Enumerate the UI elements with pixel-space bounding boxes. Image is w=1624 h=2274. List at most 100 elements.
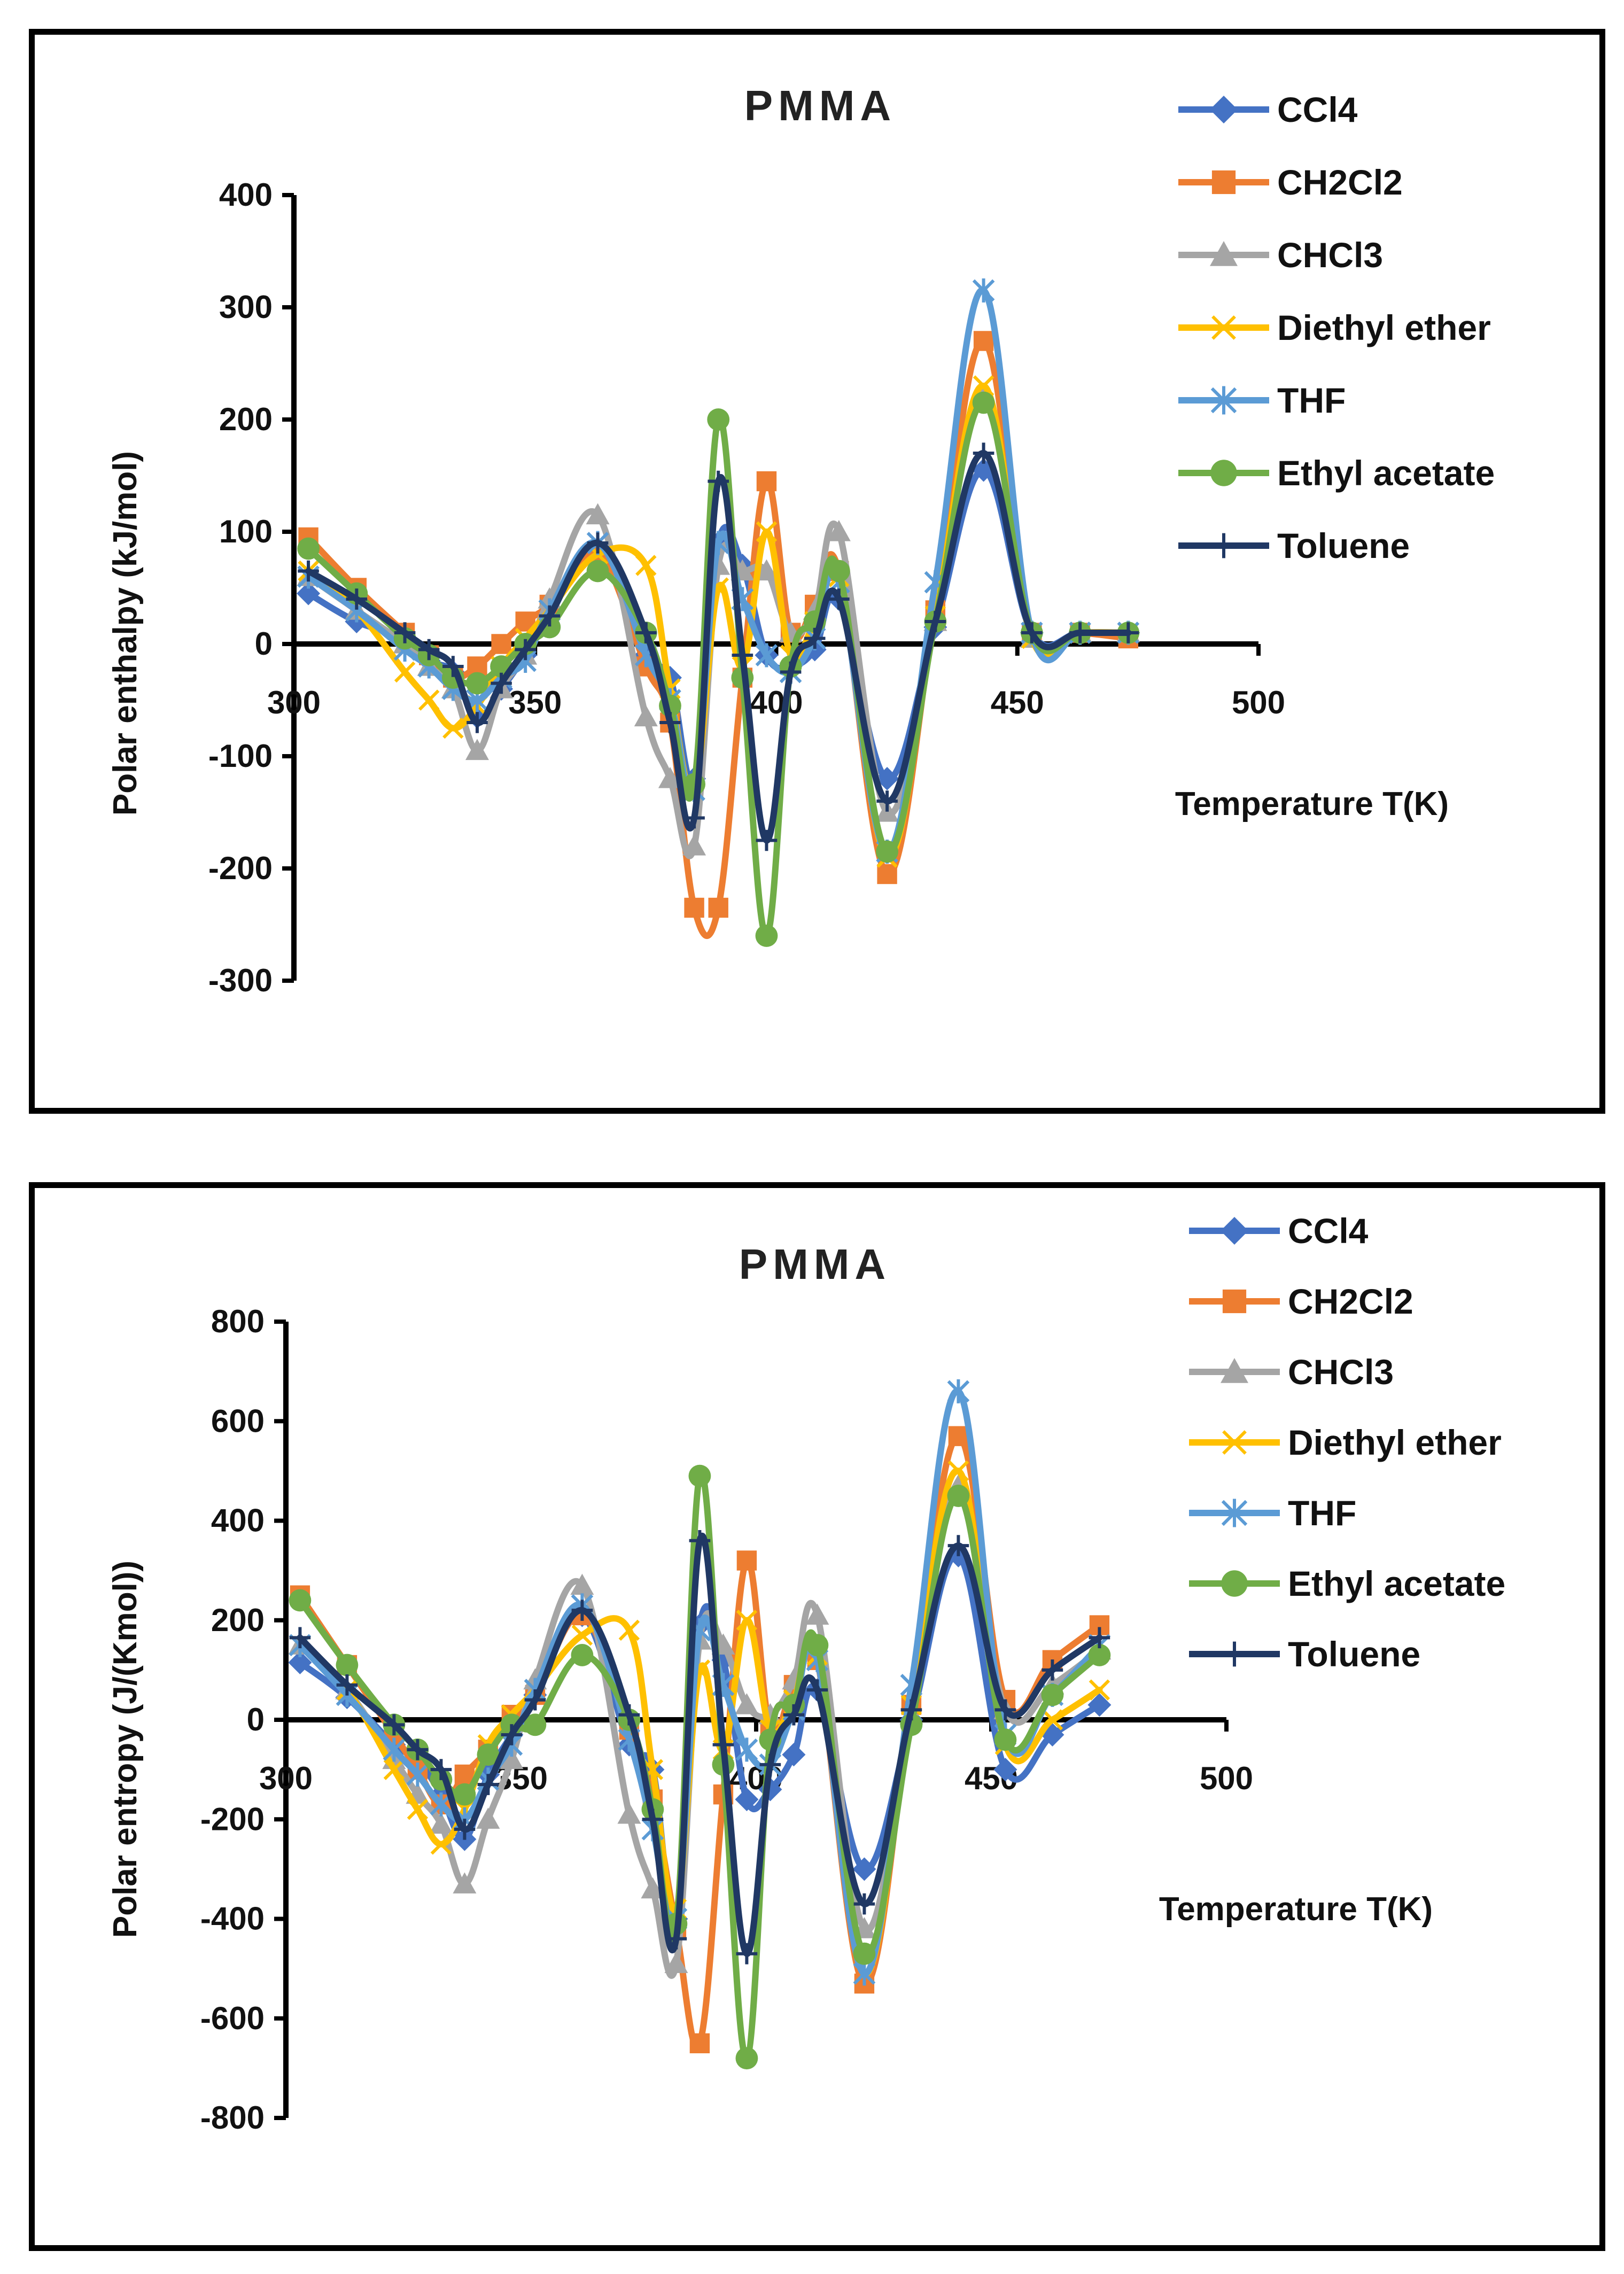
chart-1-point-diethyl-ether xyxy=(418,689,440,711)
chart-2-y-tick-label: -800 xyxy=(200,2100,265,2136)
chart-2-point-toluene xyxy=(642,1809,664,1830)
chart-2-legend-label-diethyl-ether: Diethyl ether xyxy=(1288,1423,1502,1462)
chart-1-point-toluene xyxy=(659,712,681,733)
chart-2-point-ccl4 xyxy=(782,1743,806,1767)
chart-1-point-chcl3 xyxy=(682,834,706,856)
chart-1-point-toluene xyxy=(1117,622,1139,643)
chart-1-legend-marker-chcl3 xyxy=(1210,241,1238,266)
chart-1-point-ccl4 xyxy=(297,581,321,606)
chart-1-point-diethyl-ether xyxy=(442,717,464,739)
chart-1-point-ethyl-acetate xyxy=(876,840,898,863)
chart-2-point-ethyl-acetate xyxy=(571,1644,594,1666)
chart-2-series-toluene xyxy=(289,1530,1110,1965)
chart-2-point-ethyl-acetate xyxy=(806,1634,829,1657)
chart-1-point-chcl3 xyxy=(465,739,489,760)
chart-2-point-chcl3 xyxy=(617,1802,641,1824)
chart-2-legend-marker-ccl4 xyxy=(1221,1217,1248,1245)
chart-2-legend-label-ch2cl2: CH2Cl2 xyxy=(1288,1282,1413,1321)
chart-2-y-tick-label: 400 xyxy=(211,1503,265,1539)
chart-1-legend: CCl4 CH2Cl2 CHCl3 Diethyl ether THF Ethyl ace… xyxy=(1178,90,1495,565)
chart-2-point-diethyl-ether xyxy=(947,1460,969,1482)
enthalpy-chart-panel: PMMA 400 300 200 100 0 -100 -200 -300 300 350 400 45… xyxy=(29,29,1605,1114)
chart-2-point-diethyl-ether xyxy=(1089,1679,1110,1701)
chart-1-y-tick-label: -100 xyxy=(208,738,273,774)
chart-2-point-toluene xyxy=(736,1943,758,1965)
chart-1-point-chcl3 xyxy=(658,767,682,788)
chart-2-point-thf xyxy=(383,1737,406,1762)
chart-2-point-toluene xyxy=(947,1535,969,1556)
chart-1-point-diethyl-ether xyxy=(973,375,994,397)
chart-2-point-ethyl-acetate xyxy=(1088,1644,1111,1666)
entropy-chart-panel: PMMA 800 600 400 200 0 -200 -400 -600 -800 300 350 4… xyxy=(29,1182,1605,2251)
chart-1-point-toluene xyxy=(683,807,705,829)
chart-1-series-diethyl-ether xyxy=(298,375,1139,868)
chart-1-point-diethyl-ether xyxy=(635,555,657,576)
chart-1-legend-label-ccl4: CCl4 xyxy=(1277,90,1358,129)
chart-1-point-ch2cl2 xyxy=(756,471,777,492)
chart-2-point-toluene xyxy=(289,1627,311,1649)
chart-2-legend-marker-thf xyxy=(1221,1499,1248,1527)
chart-1-title: PMMA xyxy=(744,82,896,129)
chart-2-legend-marker-diethyl-ether xyxy=(1222,1430,1247,1455)
chart-2-point-toluene xyxy=(501,1724,523,1745)
chart-2-point-toluene xyxy=(1042,1659,1063,1681)
chart-2-point-toluene xyxy=(712,1734,734,1756)
chart-2-point-thf xyxy=(853,1961,876,1986)
chart-2-point-toluene xyxy=(853,1893,875,1915)
chart-1-series-toluene xyxy=(298,443,1139,851)
chart-1-series-chcl3 xyxy=(297,385,1140,859)
chart-2-point-toluene xyxy=(994,1699,1016,1721)
chart-1-x-tick-label: 500 xyxy=(1232,685,1285,720)
chart-1-x-tick-label: 400 xyxy=(749,685,803,720)
chart-2-y-tick-label: 0 xyxy=(247,1702,265,1737)
chart-2-point-chcl3 xyxy=(735,1693,759,1714)
chart-1-point-ethyl-acetate xyxy=(972,391,995,414)
chart-2-title: PMMA xyxy=(739,1240,891,1288)
chart-2-point-toluene xyxy=(783,1704,805,1726)
chart-2-point-toluene xyxy=(524,1689,546,1711)
chart-2-point-ethyl-acetate xyxy=(735,2047,758,2070)
chart-1-y-tick-label: 0 xyxy=(255,626,273,662)
chart-2-point-chcl3 xyxy=(429,1812,453,1834)
chart-2-legend: CCl4 CH2Cl2 CHCl3 Diethyl ether THF Ethyl ace… xyxy=(1189,1211,1505,1674)
chart-1-legend-label-toluene: Toluene xyxy=(1277,526,1410,565)
chart-1-legend-label-ethyl-acetate: Ethyl acetate xyxy=(1277,453,1495,493)
chart-2-point-toluene xyxy=(477,1774,499,1795)
chart-2-x-tick-label: 300 xyxy=(259,1760,313,1796)
chart-1-point-thf xyxy=(755,643,778,668)
chart-1-point-diethyl-ether xyxy=(756,521,778,542)
chart-2-point-toluene xyxy=(407,1739,429,1760)
chart-2-point-toluene xyxy=(618,1704,640,1726)
chart-2-point-chcl3 xyxy=(570,1573,594,1595)
chart-2-x-axis-title: Temperature T(K) xyxy=(1159,1891,1433,1928)
chart-2-point-toluene xyxy=(430,1759,452,1780)
chart-2-point-toluene xyxy=(665,1928,687,1950)
chart-1-legend-label-chcl3: CHCl3 xyxy=(1277,235,1383,275)
chart-2-point-diethyl-ether xyxy=(1042,1709,1063,1730)
chart-2-point-diethyl-ether xyxy=(430,1834,452,1855)
chart-1-legend-label-ch2cl2: CH2Cl2 xyxy=(1277,162,1403,202)
chart-1-point-ch2cl2 xyxy=(491,634,511,654)
chart-2-legend-label-ethyl-acetate: Ethyl acetate xyxy=(1288,1564,1505,1603)
chart-2-point-ethyl-acetate xyxy=(1041,1683,1064,1706)
chart-1-legend-marker-ccl4 xyxy=(1210,96,1238,123)
chart-2-legend-label-chcl3: CHCl3 xyxy=(1288,1352,1394,1392)
chart-1-point-toluene xyxy=(491,672,512,694)
chart-2-point-toluene xyxy=(900,1699,922,1721)
chart-1-series-line-toluene xyxy=(305,450,1132,844)
chart-2-y-tick-label: -200 xyxy=(200,1801,265,1837)
chart-2-point-ethyl-acetate xyxy=(453,1783,476,1806)
chart-1-point-ethyl-acetate xyxy=(755,925,778,947)
chart-1-legend-marker-thf xyxy=(1210,386,1237,415)
chart-1-point-ch2cl2 xyxy=(877,864,897,884)
chart-1-y-tick-label: 100 xyxy=(219,514,273,549)
chart-1-point-ch2cl2 xyxy=(973,331,994,351)
chart-2-y-tick-label: -600 xyxy=(200,2000,265,2036)
chart-2-point-ethyl-acetate xyxy=(477,1743,500,1766)
chart-1-point-toluene xyxy=(732,645,753,666)
chart-1-point-thf xyxy=(972,278,995,302)
chart-1-point-toluene xyxy=(418,639,440,661)
chart-1-x-tick-label: 300 xyxy=(267,685,321,720)
chart-1-point-toluene xyxy=(708,470,729,492)
